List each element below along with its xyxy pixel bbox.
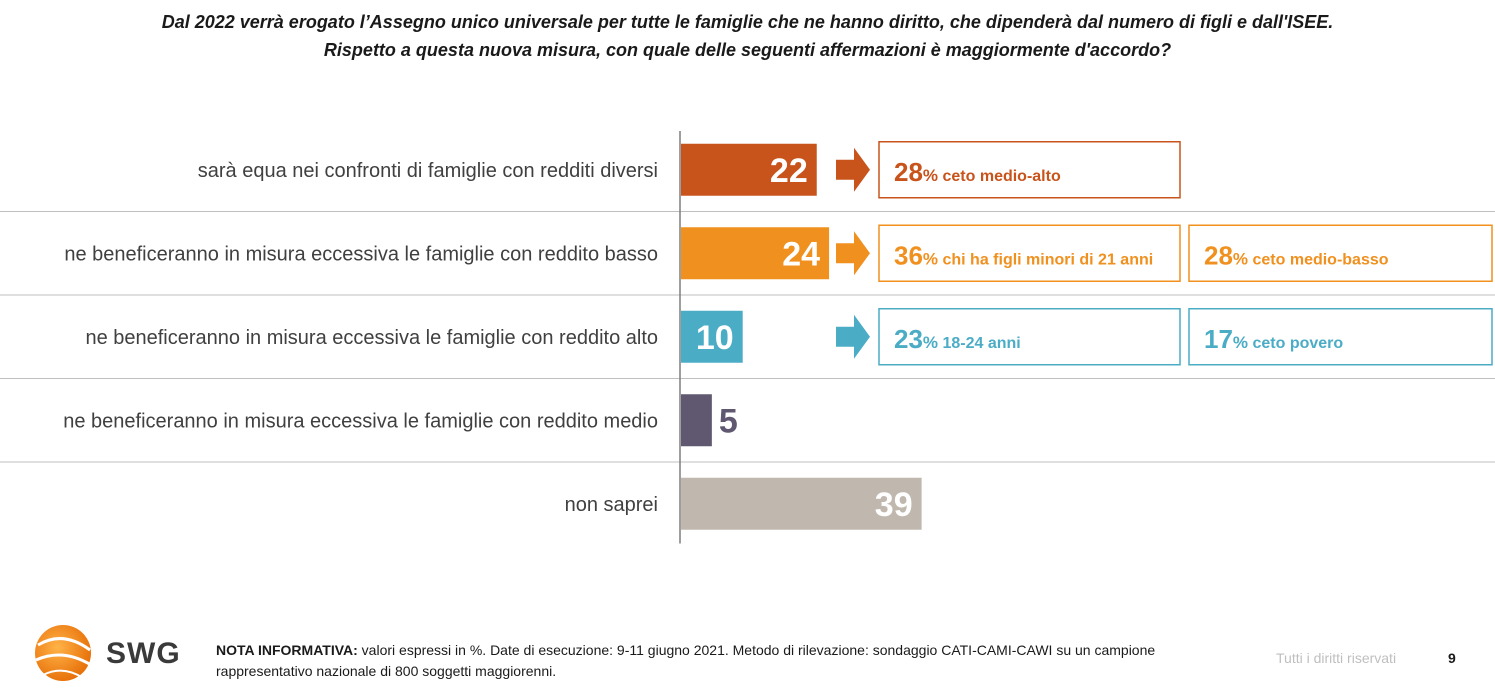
- category-label: sarà equa nei confronti di famiglie con …: [198, 160, 658, 182]
- footer-note: NOTA INFORMATIVA: valori espressi in %. …: [216, 640, 1176, 682]
- note-label: NOTA INFORMATIVA:: [216, 642, 358, 658]
- category-label: ne beneficeranno in misura eccessiva le …: [63, 410, 658, 432]
- callout-text: 28% ceto medio-basso: [1204, 240, 1389, 270]
- arrow-icon: [836, 231, 870, 276]
- bar: [681, 394, 712, 447]
- title-line-1: Dal 2022 verrà erogato l’Assegno unico u…: [161, 12, 1334, 32]
- category-label: ne beneficeranno in misura eccessiva le …: [64, 243, 658, 265]
- data-label: 5: [719, 402, 738, 440]
- bar: [681, 310, 743, 363]
- callout-box: [878, 308, 1181, 366]
- data-label: 24: [782, 235, 820, 273]
- callout-box: [1188, 308, 1493, 366]
- callout-text: 36% chi ha figli minori di 21 anni: [894, 240, 1153, 270]
- data-label: 22: [770, 152, 808, 190]
- callout-text: 28% ceto medio-alto: [894, 157, 1061, 187]
- arrow-icon: [836, 147, 870, 192]
- swg-logo: [28, 620, 188, 686]
- category-label: ne beneficeranno in misura eccessiva le …: [85, 327, 658, 349]
- bar: [681, 143, 817, 196]
- callout-box: [878, 141, 1181, 199]
- page-number: 9: [1448, 650, 1456, 666]
- note-text: valori espressi in %. Date di esecuzione…: [216, 642, 1156, 679]
- globe-icon: [35, 625, 92, 681]
- bar-chart: sarà equa nei confronti di famiglie con …: [0, 131, 1495, 544]
- callout-box: [878, 224, 1181, 282]
- category-label: non saprei: [565, 494, 658, 516]
- arrow-icon: [836, 314, 870, 359]
- bar: [681, 227, 830, 280]
- callout-box: [1188, 224, 1493, 282]
- data-label: 10: [696, 319, 734, 357]
- callout-text: 17% ceto povero: [1204, 324, 1343, 354]
- callout-text: 23% 18-24 anni: [894, 324, 1021, 354]
- bar: [681, 477, 922, 530]
- chart-title: Dal 2022 verrà erogato l’Assegno unico u…: [0, 8, 1495, 64]
- rights-text: Tutti i diritti riservati: [1276, 650, 1397, 666]
- data-label: 39: [875, 486, 913, 524]
- logo-text: SWG: [106, 637, 181, 670]
- title-line-2: Rispetto a questa nuova misura, con qual…: [323, 40, 1172, 60]
